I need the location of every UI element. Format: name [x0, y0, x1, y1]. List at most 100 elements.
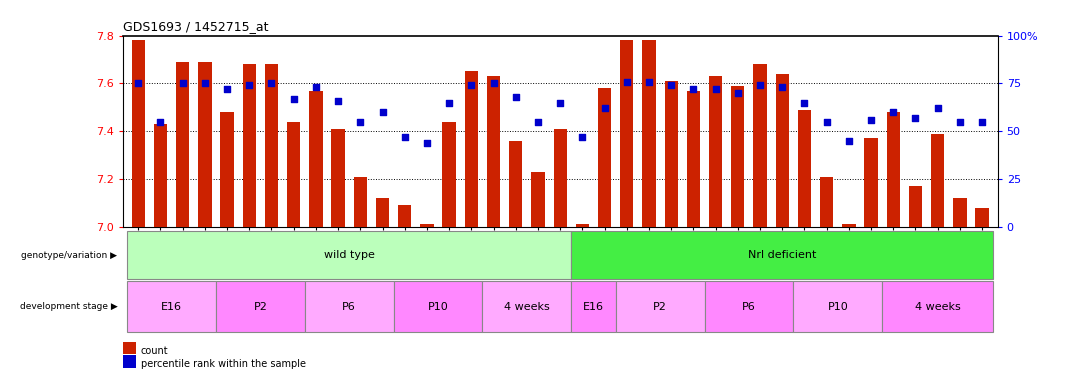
Bar — [731, 86, 745, 227]
Bar — [531, 172, 544, 227]
Bar — [642, 40, 655, 227]
Bar — [353, 177, 367, 227]
Bar — [620, 40, 634, 227]
Bar — [376, 198, 389, 227]
Text: development stage ▶: development stage ▶ — [19, 302, 117, 311]
Bar — [687, 91, 700, 227]
Point — [862, 117, 879, 123]
Point — [130, 81, 147, 87]
Text: genotype/variation ▶: genotype/variation ▶ — [21, 251, 117, 260]
Text: 4 weeks: 4 weeks — [504, 302, 550, 312]
Bar — [571, 231, 993, 279]
Point — [774, 84, 791, 90]
Point — [375, 109, 392, 115]
Point — [485, 81, 503, 87]
Point — [885, 109, 902, 115]
Bar — [798, 110, 811, 227]
Text: percentile rank within the sample: percentile rank within the sample — [141, 359, 306, 369]
Bar — [554, 129, 567, 227]
Bar — [443, 122, 456, 227]
Bar — [394, 281, 482, 332]
Bar — [287, 122, 300, 227]
Point — [418, 140, 435, 146]
Point — [529, 118, 546, 124]
Bar — [465, 72, 478, 227]
Bar — [420, 225, 433, 227]
Bar — [221, 112, 234, 227]
Text: 4 weeks: 4 weeks — [914, 302, 960, 312]
Point — [796, 100, 813, 106]
Bar — [265, 64, 278, 227]
Bar — [842, 225, 856, 227]
Text: wild type: wild type — [323, 250, 375, 260]
Bar — [198, 62, 211, 227]
Bar — [704, 281, 794, 332]
Point — [552, 100, 569, 106]
Bar — [571, 281, 616, 332]
Text: GDS1693 / 1452715_at: GDS1693 / 1452715_at — [123, 20, 268, 33]
Bar — [332, 129, 345, 227]
Text: P10: P10 — [428, 302, 448, 312]
Point — [841, 138, 858, 144]
Point — [196, 81, 213, 87]
Point — [596, 105, 614, 111]
Bar — [821, 177, 833, 227]
Point — [463, 82, 480, 88]
Bar — [909, 186, 922, 227]
Bar — [975, 208, 989, 227]
Bar — [882, 281, 993, 332]
Text: P6: P6 — [343, 302, 356, 312]
Bar — [131, 40, 145, 227]
Point — [929, 105, 946, 111]
Bar — [127, 281, 216, 332]
Bar — [509, 141, 523, 227]
Bar — [794, 281, 882, 332]
Bar — [616, 281, 704, 332]
Text: P10: P10 — [827, 302, 848, 312]
Point — [685, 86, 702, 92]
Bar — [753, 64, 767, 227]
Point — [441, 100, 458, 106]
Bar — [887, 112, 899, 227]
Bar — [665, 81, 678, 227]
Text: E16: E16 — [161, 302, 182, 312]
Text: P2: P2 — [653, 302, 667, 312]
Point — [262, 81, 280, 87]
Bar — [127, 231, 571, 279]
Point — [352, 118, 369, 124]
Point — [307, 84, 324, 90]
Point — [751, 82, 768, 88]
Point — [729, 90, 746, 96]
Point — [396, 134, 413, 140]
Bar — [953, 198, 967, 227]
Point — [152, 118, 169, 124]
Point — [330, 98, 347, 104]
Bar — [242, 64, 256, 227]
Point — [174, 81, 191, 87]
Point — [640, 78, 657, 84]
Text: count: count — [141, 346, 169, 355]
Point — [952, 118, 969, 124]
Bar — [776, 74, 789, 227]
Text: Nrl deficient: Nrl deficient — [748, 250, 816, 260]
Point — [618, 78, 635, 84]
Bar — [305, 281, 394, 332]
Bar — [487, 76, 500, 227]
Point — [285, 96, 302, 102]
Text: P2: P2 — [254, 302, 268, 312]
Point — [574, 134, 591, 140]
Bar — [154, 124, 168, 227]
Text: E16: E16 — [583, 302, 604, 312]
Bar — [864, 138, 878, 227]
Point — [663, 82, 680, 88]
Text: P6: P6 — [742, 302, 755, 312]
Bar — [216, 281, 305, 332]
Bar — [576, 225, 589, 227]
Bar — [931, 134, 944, 227]
Point — [707, 86, 724, 92]
Bar — [176, 62, 189, 227]
Point — [973, 118, 990, 124]
Bar — [309, 91, 322, 227]
Bar — [708, 76, 722, 227]
Point — [907, 115, 924, 121]
